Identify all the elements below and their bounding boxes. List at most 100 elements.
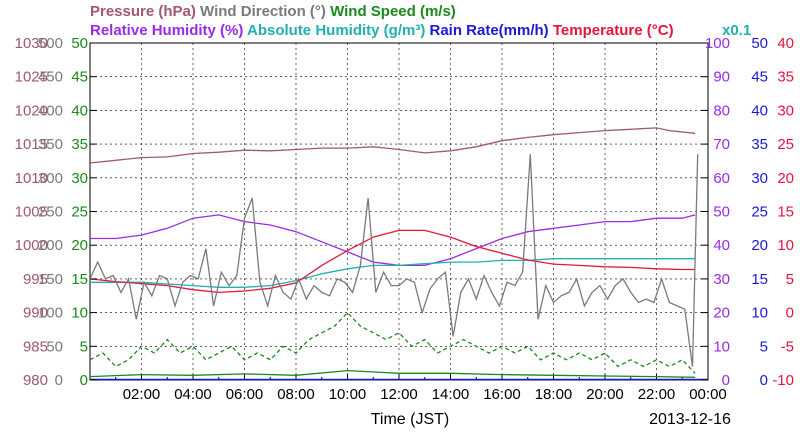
y-tick-label: 30 — [71, 170, 88, 187]
series-line — [89, 229, 696, 294]
y-tick-label: 995 — [23, 271, 48, 288]
x-tick-label: 22:00 — [638, 386, 676, 403]
legend-entry: Wind Direction (°) — [196, 3, 326, 20]
x-tick-label: 12:00 — [380, 386, 418, 403]
y-tick-label: 400 — [38, 102, 63, 119]
legend-entry: Wind Speed (m/s) — [326, 3, 456, 20]
series-line — [89, 154, 699, 367]
legend-header: Pressure (hPa) Wind Direction (°) Wind S… — [90, 3, 751, 39]
y-tick-label: 10 — [777, 237, 794, 254]
y-tick-label: 80 — [713, 102, 730, 119]
x-tick-label: 16:00 — [483, 386, 521, 403]
y-tick-label: 45 — [71, 69, 88, 86]
y-tick-label: 100 — [705, 35, 730, 52]
y-tick-label: 90 — [713, 69, 730, 86]
y-tick-label: 450 — [38, 69, 63, 86]
y-tick-label: 40 — [777, 35, 794, 52]
y-tick-label: 25 — [777, 136, 794, 153]
legend-row: Relative Humidity (%) Absolute Humidity … — [90, 22, 674, 39]
y-tick-label: 30 — [777, 102, 794, 119]
y-tick-label: 1025 — [15, 69, 48, 86]
y-tick-label: 0 — [760, 372, 768, 389]
y-tick-label: 20 — [71, 237, 88, 254]
y-tick-label: 40 — [751, 102, 768, 119]
x-tick-label: 00:00 — [689, 386, 727, 403]
series-line — [89, 311, 696, 374]
x-axis-title: Time (JST) — [371, 411, 450, 428]
y-tick-label: 0 — [722, 372, 730, 389]
y-tick-label: 300 — [38, 170, 63, 187]
x-tick-label: 08:00 — [277, 386, 315, 403]
y-tick-label: 25 — [751, 204, 768, 221]
y-tick-label: 40 — [713, 237, 730, 254]
y-tick-label: 20 — [751, 237, 768, 254]
series-group — [89, 127, 708, 381]
y-tick-label: 10 — [751, 305, 768, 322]
x-tick-label: 20:00 — [586, 386, 624, 403]
y-tick-label: 35 — [751, 136, 768, 153]
x-tick-label: 06:00 — [226, 386, 264, 403]
legend-entry: Relative Humidity (%) — [90, 22, 243, 39]
y-tick-label: 1005 — [15, 204, 48, 221]
legend-entry: Rain Rate(mm/h) — [425, 22, 548, 39]
x-tick-label: 04:00 — [174, 386, 212, 403]
y-tick-label: 0 — [55, 372, 63, 389]
x-tick-label: 10:00 — [329, 386, 367, 403]
y-tick-label: 15 — [777, 204, 794, 221]
y-tick-label: 100 — [38, 305, 63, 322]
y-tick-label: 40 — [71, 102, 88, 119]
y-tick-label: 15 — [751, 271, 768, 288]
y-tick-label: 10 — [71, 305, 88, 322]
y-tick-label: 500 — [38, 35, 63, 52]
series-line — [90, 258, 696, 288]
y-tick-label: -5 — [781, 338, 794, 355]
y-tick-label: 10 — [713, 338, 730, 355]
y-tick-label: 35 — [777, 69, 794, 86]
y-tick-label: 35 — [71, 136, 88, 153]
scale-note: x0.1 — [722, 22, 751, 39]
date-label: 2013-12-16 — [649, 411, 731, 428]
y-tick-label: 60 — [713, 170, 730, 187]
y-tick-label: 350 — [38, 136, 63, 153]
legend-entry: Temperature (°C) — [549, 22, 674, 39]
series-line — [89, 127, 696, 164]
y-tick-label: 1020 — [15, 102, 48, 119]
y-tick-label: 50 — [46, 338, 63, 355]
y-tick-label: 50 — [713, 204, 730, 221]
series-line — [89, 369, 696, 378]
y-tick-label: 20 — [777, 170, 794, 187]
x-tick-label: 14:00 — [432, 386, 470, 403]
y-tick-label: 25 — [71, 204, 88, 221]
y-tick-label: 1030 — [15, 35, 48, 52]
y-tick-label: 1015 — [15, 136, 48, 153]
legend-entry: Absolute Humidity (g/m³) — [243, 22, 425, 39]
y-tick-label: 30 — [713, 271, 730, 288]
y-tick-label: 15 — [71, 271, 88, 288]
y-tick-label: 45 — [751, 69, 768, 86]
y-tick-label: 0 — [786, 305, 794, 322]
y-tick-label: 5 — [786, 271, 794, 288]
axes-group: 9809859909951000100510101015102010251030… — [15, 35, 794, 389]
y-tick-label: 200 — [38, 237, 63, 254]
y-tick-label: 1000 — [15, 237, 48, 254]
x-tick-label: 02:00 — [123, 386, 161, 403]
grid: 02:00 04:00 06:00 08:00 10:00 12:00 14:00 16:00… — [90, 43, 727, 403]
y-tick-label: 0 — [80, 372, 88, 389]
y-tick-label: 990 — [23, 305, 48, 322]
series-line — [90, 214, 696, 267]
y-tick-label: 150 — [38, 271, 63, 288]
y-tick-label: 5 — [760, 338, 768, 355]
y-tick-label: 5 — [80, 338, 88, 355]
y-tick-label: 250 — [38, 204, 63, 221]
y-tick-label: 1010 — [15, 170, 48, 187]
y-tick-label: 20 — [713, 305, 730, 322]
y-tick-label: -10 — [772, 372, 794, 389]
y-tick-label: 30 — [751, 170, 768, 187]
y-tick-label: 70 — [713, 136, 730, 153]
legend-row: Pressure (hPa) Wind Direction (°) Wind S… — [90, 3, 456, 20]
x-tick-label: 18:00 — [535, 386, 573, 403]
y-tick-label: 50 — [71, 35, 88, 52]
y-tick-label: 980 — [23, 372, 48, 389]
